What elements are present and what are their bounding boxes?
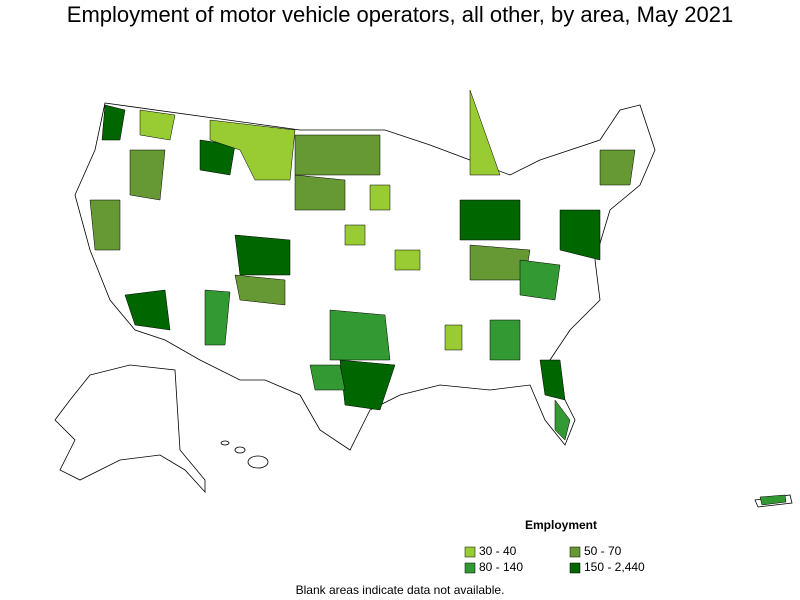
area	[139, 109, 176, 141]
map-title: Employment of motor vehicle operators, a…	[67, 2, 733, 27]
area	[469, 89, 501, 176]
area	[339, 359, 396, 411]
area	[204, 289, 231, 346]
area	[234, 234, 291, 276]
area	[124, 289, 171, 331]
area	[559, 209, 601, 261]
area	[329, 309, 391, 361]
area	[759, 494, 787, 506]
area	[89, 199, 121, 251]
legend-swatch	[464, 562, 476, 574]
area	[209, 119, 296, 181]
legend-swatch	[464, 546, 476, 558]
hawaii	[220, 440, 230, 446]
legend: Employment 30 - 40 50 - 70 80 - 140 150 - 2…	[464, 518, 645, 574]
area	[459, 199, 521, 241]
area	[294, 174, 346, 211]
area	[309, 364, 346, 391]
area	[369, 184, 391, 211]
area	[294, 134, 381, 176]
area	[129, 149, 166, 201]
legend-swatch	[569, 562, 581, 574]
area	[444, 324, 463, 351]
alaska	[54, 364, 206, 494]
area	[234, 274, 286, 306]
area	[554, 399, 571, 441]
area	[489, 319, 521, 361]
legend-label: 150 - 2,440	[584, 560, 645, 574]
area	[519, 259, 561, 301]
legend-label: 30 - 40	[479, 544, 517, 558]
area	[539, 359, 566, 401]
map	[54, 89, 793, 508]
legend-label: 50 - 70	[584, 544, 622, 558]
legend-swatch	[569, 546, 581, 558]
footnote: Blank areas indicate data not available.	[296, 583, 505, 597]
hawaii	[247, 455, 269, 469]
area	[599, 149, 636, 186]
hawaii	[234, 446, 246, 454]
contiguous-us	[74, 102, 656, 451]
legend-label: 80 - 140	[479, 560, 523, 574]
legend-title: Employment	[525, 518, 597, 532]
area	[394, 249, 421, 271]
area	[344, 224, 366, 246]
area	[101, 104, 126, 141]
